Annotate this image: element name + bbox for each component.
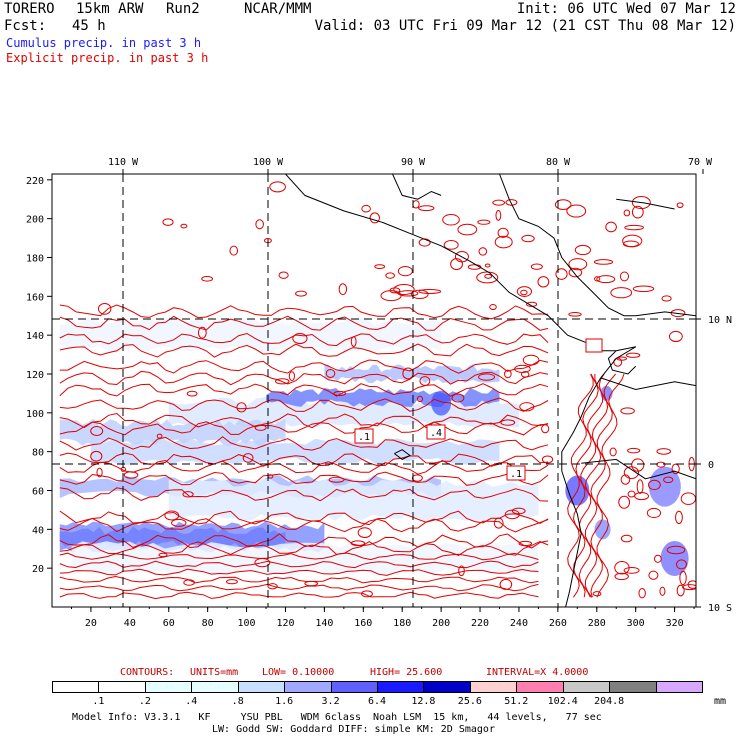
interval-value: INTERVAL=X 4.0000 [486,667,589,678]
contour-box [506,465,526,481]
scale-label: 1.6 [275,696,294,707]
scale-label: 6.4 [367,696,387,707]
x-tick-label: 200 [432,618,450,629]
contour-box-label: .1 [358,432,370,443]
scale-label: 12.8 [411,696,436,707]
contour-box [426,424,446,440]
x-tick-label: 320 [666,618,684,629]
y-tick-label: 100 [26,409,44,420]
scale-label: .4 [185,696,198,707]
scale-swatch [516,681,564,693]
low-value: LOW= 0.10000 [262,667,335,678]
y-tick-label: 160 [26,292,44,303]
explicit-legend-line: Explicit precip. in past 3 h [6,51,209,65]
scale-swatch [655,681,703,693]
x-tick-label: 60 [163,618,175,629]
explicit-precip-contours [59,181,696,600]
x-tick-label: 180 [393,618,411,629]
longitude-label: 110 W [108,157,139,168]
scale-swatch [609,681,657,693]
cumulus-precip-fills [59,317,689,576]
init-time: Init: 06 UTC Wed 07 Mar 12 [516,1,736,17]
x-tick-label: 120 [276,618,294,629]
organization: NCAR/MMM [244,1,312,17]
scale-swatch [423,681,471,693]
scale-swatch [98,681,146,693]
contour-box-label: .1 [510,469,522,480]
cumulus-legend-line: Cumulus precip. in past 3 h [6,36,202,50]
forecast-label: Fcst: [4,18,47,34]
scale-label: 25.6 [457,696,482,707]
forecast-hour: 45 h [72,18,106,34]
model-resolution: 15km ARW [76,1,144,17]
contour-box [354,428,374,444]
longitude-label: 80 W [546,157,571,168]
latitude-label: 10 N [708,315,732,326]
scale-label: 102.4 [547,696,578,707]
model-name: TORERO [4,1,55,17]
scale-swatch [469,681,518,693]
scale-label: 51.2 [504,696,529,707]
x-tick-label: 280 [588,618,606,629]
contours-label: CONTOURS: [120,667,175,678]
scale-swatch [237,681,286,693]
x-tick-label: 240 [510,618,528,629]
x-tick-label: 20 [85,618,97,629]
x-tick-label: 80 [202,618,214,629]
x-tick-label: 220 [471,618,489,629]
latitude-label: 10 S [708,603,732,614]
x-tick-label: 140 [315,618,333,629]
scale-label: 3.2 [321,696,340,707]
plot-frame [51,173,697,608]
y-tick-label: 40 [32,525,44,536]
y-tick-label: 180 [26,253,44,264]
latitude-label: 0 [708,460,714,471]
scale-swatch [330,681,378,693]
scale-swatch [284,681,332,693]
contour-box [585,338,603,353]
x-tick-label: 300 [627,618,645,629]
scale-swatch [377,681,425,693]
high-value: HIGH= 25.600 [370,667,443,678]
y-tick-label: 20 [32,564,44,575]
scale-swatch [562,681,611,693]
y-tick-label: 140 [26,331,44,342]
model-info: Model Info: V3.3.1 KF YSU PBL WDM 6class… [72,712,602,723]
scale-label: .2 [138,696,151,707]
y-tick-label: 80 [32,448,44,459]
scale-swatch [52,681,100,693]
y-tick-label: 120 [26,370,44,381]
contour-box-label: .4 [430,428,442,439]
x-tick-label: 260 [549,618,567,629]
scale-label: .8 [231,696,244,707]
axis-ticks [47,169,704,612]
physics-info: LW: Godd SW: Goddard DIFF: simple KM: 2D… [212,724,495,735]
lat-lon-grid [52,174,696,607]
longitude-label: 70 W [688,157,713,168]
contour-value-boxes: .1 .4 .1 [354,338,603,481]
x-tick-label: 100 [238,618,256,629]
y-tick-label: 200 [26,215,44,226]
scale-unit: mm [714,696,727,707]
units-label: UNITS=mm [190,667,239,678]
x-tick-label: 160 [354,618,372,629]
longitude-label: 100 W [253,157,284,168]
longitude-label: 90 W [401,157,426,168]
scale-label: .1 [92,696,105,707]
scale-label: 204.8 [594,696,625,707]
x-tick-label: 40 [124,618,136,629]
scale-swatch [191,681,239,693]
y-tick-label: 60 [32,486,44,497]
y-tick-label: 220 [26,176,44,187]
valid-time: Valid: 03 UTC Fri 09 Mar 12 (21 CST Thu … [314,18,736,34]
run-label: Run2 [166,1,200,17]
axis-labels: 220 200 180 160 140 120 100 80 60 40 20 20 40 60 80 100… [26,157,732,629]
scale-swatch [144,681,193,693]
